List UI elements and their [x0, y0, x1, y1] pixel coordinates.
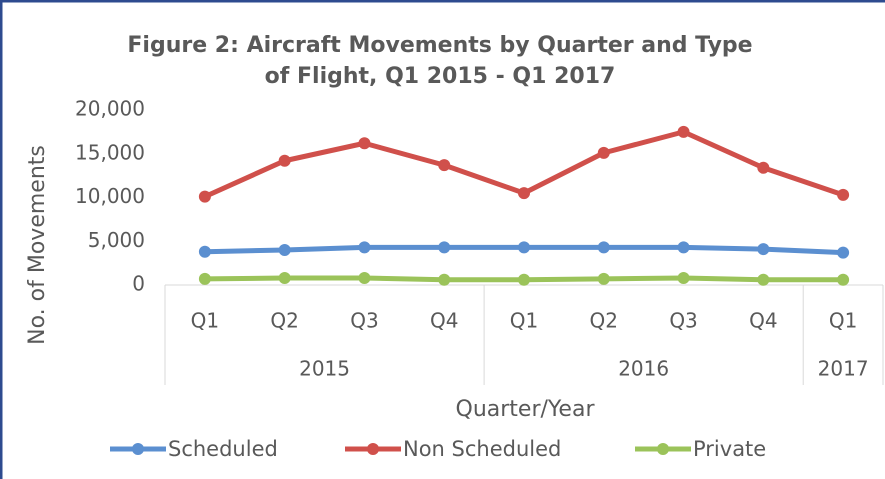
data-point	[358, 272, 371, 284]
data-point	[278, 244, 291, 256]
x-group-label: 2016	[618, 357, 669, 381]
chart-title: Figure 2: Aircraft Movements by Quarter …	[127, 33, 752, 58]
data-point	[677, 125, 690, 138]
data-point	[597, 146, 610, 159]
data-point	[518, 241, 530, 254]
x-group-label: 2017	[818, 357, 869, 381]
data-point	[677, 272, 690, 284]
chart-title: of Flight, Q1 2015 - Q1 2017	[265, 64, 616, 89]
data-point	[438, 241, 451, 254]
x-tick-label: Q4	[749, 309, 777, 333]
x-tick-label: Q1	[191, 309, 219, 333]
data-point	[597, 241, 610, 254]
data-point	[278, 272, 291, 284]
data-point	[438, 273, 451, 286]
y-axis-title: No. of Movements	[25, 145, 50, 345]
data-point	[677, 241, 690, 254]
x-tick-label: Q2	[270, 309, 298, 333]
y-tick-label: 5,000	[88, 228, 145, 252]
x-tick-label: Q2	[590, 309, 618, 333]
data-point	[278, 154, 291, 167]
legend-label: Non Scheduled	[403, 437, 561, 461]
y-tick-label: 15,000	[75, 140, 145, 164]
series-line	[203, 129, 844, 199]
x-axis-title: Quarter/Year	[456, 397, 596, 422]
x-tick-label: Q3	[350, 309, 378, 333]
data-point	[837, 188, 850, 201]
data-point	[518, 273, 530, 286]
data-point	[198, 272, 211, 285]
legend-label: Scheduled	[168, 437, 278, 461]
data-point	[198, 190, 211, 203]
data-point	[837, 246, 850, 259]
legend-swatch	[132, 443, 144, 455]
data-point	[837, 273, 850, 286]
data-point	[438, 159, 451, 172]
x-tick-label: Q3	[669, 309, 697, 333]
data-point	[358, 137, 371, 150]
data-point	[757, 273, 770, 286]
data-point	[198, 245, 211, 258]
legend-swatch	[657, 443, 669, 455]
x-tick-label: Q1	[510, 309, 538, 333]
legend-swatch	[367, 443, 379, 455]
y-tick-label: 0	[132, 272, 145, 296]
y-tick-label: 20,000	[75, 97, 145, 121]
x-tick-label: Q4	[430, 309, 458, 333]
x-group-label: 2015	[299, 357, 350, 381]
data-point	[757, 243, 770, 256]
data-point	[358, 241, 371, 254]
data-point	[757, 161, 770, 174]
data-point	[597, 272, 610, 285]
data-point	[518, 187, 530, 200]
legend-label: Private	[693, 437, 766, 461]
x-tick-label: Q1	[829, 309, 857, 333]
y-tick-label: 10,000	[75, 184, 145, 208]
